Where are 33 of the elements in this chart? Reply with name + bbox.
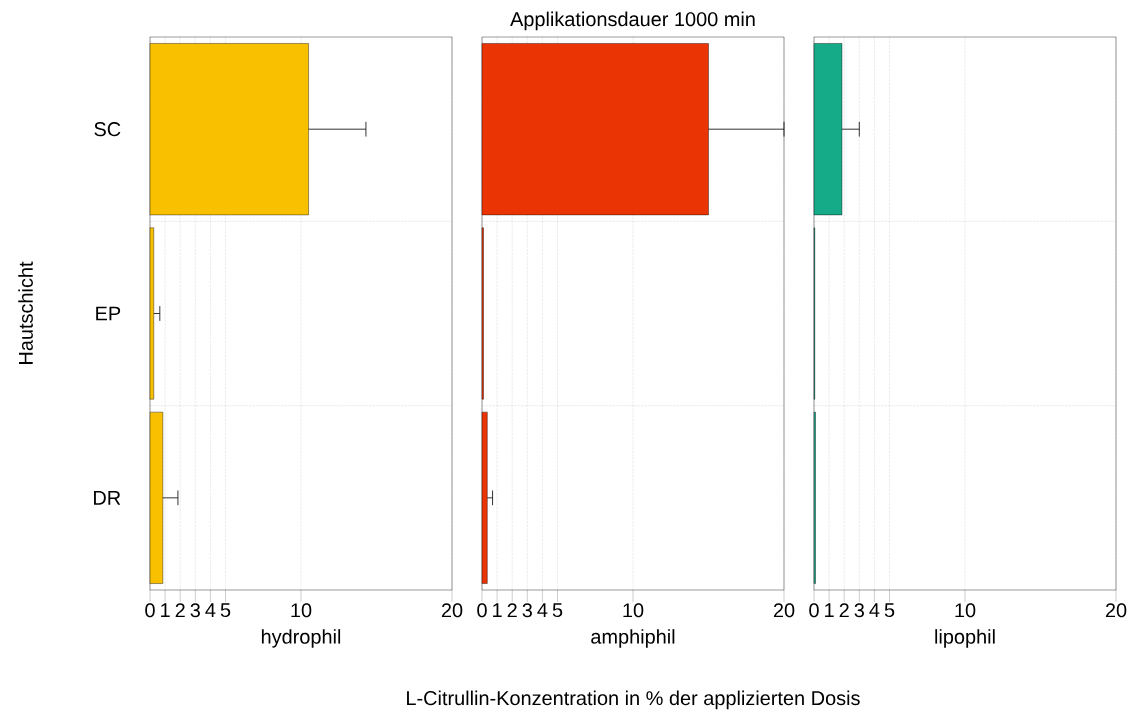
- x-tick-label: 2: [507, 603, 517, 618]
- x-tick-label: 4: [537, 603, 548, 617]
- y-tick-label: EP: [96, 306, 121, 321]
- x-tick-label: 2: [839, 603, 849, 618]
- x-tick-label: 5: [552, 603, 563, 618]
- x-tick-label: 3: [522, 603, 532, 618]
- chart-title: Applikationsdauer 1000 min: [510, 11, 755, 31]
- x-tick-label: 0: [145, 603, 155, 618]
- x-tick-label: 20: [1105, 603, 1127, 618]
- x-tick-label: 2: [175, 603, 185, 618]
- y-tick-label: SC: [94, 122, 121, 137]
- x-tick-label: 4: [869, 603, 880, 617]
- x-axis-title: lipophil: [935, 629, 995, 648]
- x-tick-label: 3: [190, 603, 200, 618]
- x-tick-label: 20: [773, 603, 795, 618]
- x-tick-label: 10: [291, 603, 312, 618]
- x-tick-label: 0: [477, 603, 487, 618]
- y-tick-label: DR: [94, 490, 121, 505]
- x-tick-label: 1: [161, 603, 170, 617]
- x-axis-title: hydrophil: [261, 629, 341, 648]
- x-tick-label: 1: [825, 603, 834, 617]
- x-tick-label: 0: [809, 603, 819, 618]
- x-tick-label: 1: [493, 603, 502, 617]
- text: L-Citrullin-Konzentration in % der applizierten Dosis: [407, 690, 860, 710]
- x-tick-label: 5: [220, 603, 231, 618]
- x-tick-label: 4: [205, 603, 216, 617]
- x-tick-label: 3: [854, 603, 864, 618]
- y-axis-title: Hautschicht: [18, 261, 33, 364]
- x-axis-title: amphiphil: [591, 629, 675, 648]
- x-tick-label: 10: [955, 603, 976, 618]
- x-tick-label: 20: [441, 603, 463, 618]
- x-tick-label: 10: [623, 603, 644, 618]
- x-tick-label: 5: [884, 603, 895, 618]
